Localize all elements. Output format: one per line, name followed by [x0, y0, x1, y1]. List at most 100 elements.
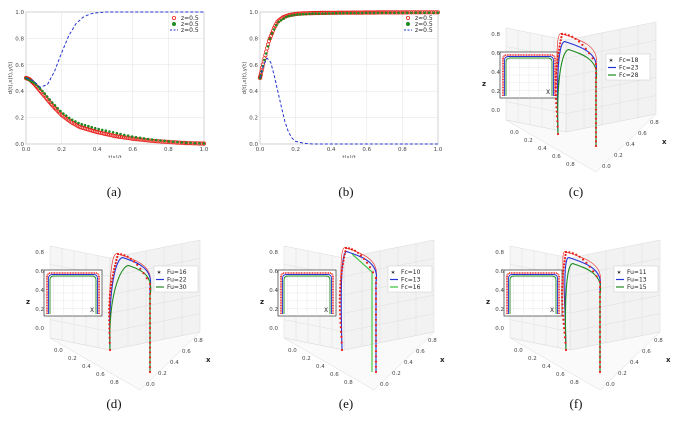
z-tick-label: 0.6 [35, 269, 44, 275]
x-tick-label: 0.4 [170, 360, 179, 366]
trajectory-point [598, 305, 602, 309]
legend-swatch [171, 21, 176, 26]
caption-f: (f) [569, 396, 583, 411]
data-point [167, 140, 171, 143]
trajectory-point [594, 126, 598, 129]
trajectory-point [598, 340, 602, 344]
data-point [171, 140, 175, 143]
trajectory-point [594, 62, 598, 66]
trajectory-point [374, 329, 378, 332]
inset-path-0 [506, 272, 560, 314]
trajectory-point [560, 292, 564, 295]
legend-marker: ✶ [616, 270, 621, 277]
data-point [93, 126, 97, 130]
trajectory-point [585, 261, 588, 264]
legend-marker: ✶ [156, 270, 161, 277]
y-tick-label: 0.6 [330, 372, 339, 378]
data-point [427, 11, 431, 14]
trajectory-point [108, 311, 111, 314]
data-point [184, 141, 188, 144]
trajectory-point [598, 285, 602, 289]
y-tick-label: 0.0 [54, 348, 63, 354]
y-tick-label: 1.0 [249, 10, 258, 16]
trajectory-point [555, 65, 558, 68]
trajectory-point [374, 323, 378, 327]
z-axis-label: z [26, 298, 30, 306]
data-point [413, 10, 418, 15]
data-point [268, 37, 272, 40]
z-tick-label: 0.0 [491, 108, 500, 114]
y-tick-label: 0.0 [288, 348, 297, 354]
trajectory-point [557, 51, 560, 55]
y-tick-label: 0.0 [510, 130, 519, 136]
trajectory-point [108, 341, 111, 344]
trajectory-point [594, 103, 598, 107]
legend-label: z=0.5 [415, 15, 433, 22]
data-point [109, 133, 114, 138]
grid-line [509, 319, 571, 332]
trajectory-point [561, 303, 564, 306]
legend-label: Fc=13 [401, 277, 421, 284]
trajectory-point [359, 254, 363, 257]
y-tick-label: 0.8 [249, 36, 258, 42]
trajectory-point [594, 81, 598, 84]
trajectory-point [555, 102, 558, 105]
trajectory-point [338, 294, 341, 297]
trajectory-point [559, 42, 562, 45]
y-axis-label: y [98, 390, 103, 392]
trajectory-point [554, 82, 557, 85]
data-point [357, 11, 360, 15]
y-tick-label: 0.2 [524, 138, 533, 144]
trajectory-point [564, 33, 567, 36]
trajectory-point [563, 263, 566, 266]
chart-f-svg: 0.80.60.40.20.00.00.20.40.60.8 0.00.20.40… [486, 239, 671, 392]
trajectory-point [148, 312, 152, 315]
data-point [405, 11, 409, 15]
data-point [372, 11, 376, 15]
trajectory-point [145, 277, 148, 280]
trajectory-point [148, 351, 152, 354]
legend-label: Fu=22 [167, 277, 187, 284]
trajectory-point [563, 257, 567, 260]
trajectory-point [598, 365, 602, 369]
legend-label: z=0.5 [181, 21, 199, 28]
inset-label: X [324, 307, 328, 314]
inset-path-0 [46, 272, 100, 314]
trajectory-point [594, 117, 598, 120]
trajectory-point [374, 297, 378, 300]
data-point [62, 112, 65, 115]
trajectory-point [581, 43, 584, 46]
legend-label: Fc=16 [401, 284, 421, 291]
data-point [308, 12, 311, 16]
trajectory-point [343, 253, 346, 256]
trajectory-point [560, 36, 563, 39]
back-pane-right [109, 239, 201, 351]
trajectory-point [110, 283, 113, 286]
x-tick-label: 0.2 [614, 153, 623, 159]
data-point [388, 10, 393, 15]
trajectory-point [561, 272, 565, 275]
z-tick-label: 0.8 [495, 250, 504, 256]
trajectory-point [554, 86, 557, 89]
trajectory-point [148, 331, 152, 334]
trajectory-point [148, 292, 152, 295]
legend-label: Fu=30 [167, 284, 187, 291]
z-tick-label: 0.8 [491, 32, 500, 38]
data-point [284, 15, 288, 19]
trajectory-point [594, 94, 598, 97]
legend-swatch [171, 15, 176, 20]
inset-path-2 [49, 275, 97, 314]
data-point [376, 11, 380, 15]
trajectory-point [108, 300, 111, 303]
trajectory-point [574, 37, 577, 40]
z-tick-label: 0.2 [35, 307, 44, 313]
trajectory-point [561, 285, 564, 288]
trajectory-point [340, 276, 343, 279]
trajectory-point [592, 270, 595, 273]
data-point [287, 14, 291, 18]
trajectory-point [116, 252, 120, 256]
y-axis-label: y [554, 172, 559, 174]
data-point [56, 106, 59, 110]
trajectory-point [556, 120, 559, 123]
data-point [400, 10, 405, 15]
